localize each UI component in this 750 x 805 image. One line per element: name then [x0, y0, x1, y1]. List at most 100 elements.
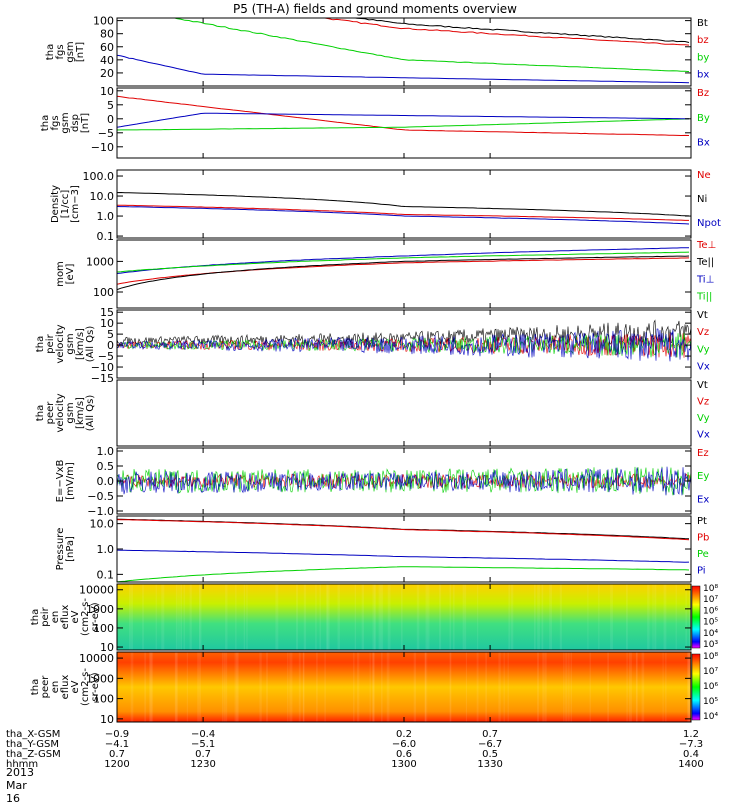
spectrogram-stripe: [357, 652, 360, 722]
y-axis-label-line: (All Qs): [85, 326, 96, 363]
spectrogram-stripe: [302, 652, 305, 722]
spectrogram-stripe: [425, 584, 428, 650]
y-axis-label: Density[1/cc][cm−3]: [50, 185, 81, 223]
y-tick-label: 10000: [79, 584, 114, 597]
y-axis-label-line: en: [50, 611, 61, 624]
spectrogram-stripe: [427, 584, 430, 650]
y-axis-label-line: gsm: [60, 112, 71, 133]
y-axis-label-line: [eV]: [65, 264, 76, 285]
legend-Vy: Vy: [697, 413, 710, 424]
spectrogram-stripe: [685, 584, 687, 650]
y-axis-label-line: eV: [70, 610, 81, 623]
spectrogram-stripe: [303, 652, 305, 722]
colorbar-tick-label: 10⁷: [703, 595, 718, 605]
spectrogram-stripe: [199, 584, 201, 650]
y-tick-label: 60: [100, 41, 114, 54]
spectrogram-stripe: [687, 652, 690, 722]
spectrogram-stripe: [130, 584, 133, 650]
series-lines: [117, 95, 690, 137]
panel-frame: [116, 87, 692, 159]
y-axis-label-line: eflux: [60, 605, 71, 630]
x-axis-row-value: −0.9: [105, 729, 129, 740]
spectrogram-stripe: [372, 652, 375, 722]
spectrogram-stripe: [498, 652, 501, 722]
spectrogram-stripe: [303, 584, 307, 650]
y-tick-label: 1.0: [97, 210, 115, 223]
legend-Vt: Vt: [697, 310, 708, 321]
y-axis-label-line: peir: [45, 333, 56, 353]
colorbar-tick-label: 10⁵: [703, 618, 718, 628]
series-line-Pb: [117, 519, 690, 541]
spectrogram-stripe: [144, 652, 147, 722]
spectrogram-stripe: [563, 652, 565, 722]
y-axis-label-line: eV: [70, 680, 81, 693]
y-axis-label-line: fgs: [55, 44, 66, 59]
legend-Te⊥: Te⊥: [696, 240, 716, 251]
spectrogram-stripe: [275, 584, 279, 650]
series-line-Npot: [117, 206, 690, 225]
spectrogram-stripe: [424, 652, 428, 722]
spectrogram-stripe: [589, 652, 591, 722]
spectrogram-stripe: [372, 652, 375, 722]
spectrogram-stripe: [568, 652, 570, 722]
y-tick-label: 100.0: [83, 170, 115, 183]
spectrogram-stripe: [536, 652, 540, 722]
legend-Vy: Vy: [697, 344, 710, 355]
series-line-By: [117, 118, 690, 131]
x-axis-row-value: 1230: [190, 759, 215, 770]
spectrogram-stripe: [378, 584, 382, 650]
spectrogram-stripe: [508, 584, 511, 650]
spectrogram-stripe: [372, 584, 375, 650]
spectrogram-stripe: [449, 584, 452, 650]
spectrogram-stripe: [689, 584, 691, 650]
legend-Ne: Ne: [697, 170, 711, 181]
spectrogram-stripe: [652, 584, 654, 650]
spectrogram-stripe: [369, 652, 371, 722]
spectrogram-stripe: [374, 584, 377, 650]
y-tick-label: 20: [100, 67, 114, 80]
series-line-Bz: [117, 95, 690, 137]
spectrogram-stripe: [687, 652, 691, 722]
spectrogram-stripe: [289, 652, 293, 722]
spectrogram-stripe: [150, 652, 154, 722]
panel-3: 0.11.010.0100.0Density[1/cc][cm−3]NeNiNp…: [50, 169, 721, 243]
x-axis-row-value: 0.7: [109, 749, 125, 760]
legend-Ti⊥: Ti⊥: [696, 274, 714, 285]
y-axis-label-line: tha: [35, 336, 46, 352]
spectrogram-stripe: [319, 584, 321, 650]
series-line-Pe: [117, 566, 690, 582]
spectrogram-stripe: [544, 652, 547, 722]
spectrogram-stripe: [565, 652, 568, 722]
y-axis-label-line: [nT]: [75, 42, 86, 62]
x-axis-row-value: 0.4: [683, 749, 699, 760]
y-axis-label-line: gsm: [65, 402, 76, 423]
colorbar-tick-label: 10⁵: [703, 697, 718, 707]
x-axis-row-value: 0.7: [195, 749, 211, 760]
spectrogram-fill: [117, 584, 691, 650]
spectrogram-stripe: [607, 652, 610, 722]
spectrogram-stripe: [298, 652, 301, 722]
spectrogram-stripe: [541, 584, 544, 650]
panel-10: 10⁴ 10⁵ 10⁶ 10⁷ 10⁸ 10 100 1000 10000 thapeerenef…: [30, 651, 718, 726]
colorbar: [691, 585, 701, 649]
legend-Pb: Pb: [697, 533, 709, 544]
spectrogram-stripe: [485, 652, 487, 722]
y-tick-label: 10000: [79, 652, 114, 665]
series-line-Ti||: [117, 251, 690, 273]
spectrogram-stripe: [507, 652, 509, 722]
y-axis-label-line: fgs: [50, 115, 61, 130]
legend-bz: bz: [697, 35, 709, 46]
spectrogram-stripe: [175, 652, 179, 722]
spectrogram-stripe: [381, 652, 383, 722]
spectrogram-stripe: [662, 652, 664, 722]
x-axis-row-value: −0.4: [191, 729, 215, 740]
spectrogram-stripe: [542, 652, 545, 722]
legend-Ez: Ez: [697, 448, 709, 459]
spectrogram-stripe: [246, 584, 248, 650]
y-axis-label-line: [1/cc]: [60, 190, 71, 219]
spectrogram-stripe: [534, 584, 536, 650]
y-axis-label-line: gsm: [65, 333, 76, 354]
y-axis-label: thapeirvelocitygsm[km/s](All Qs): [35, 324, 96, 363]
y-tick-label: 1.0: [97, 445, 115, 458]
